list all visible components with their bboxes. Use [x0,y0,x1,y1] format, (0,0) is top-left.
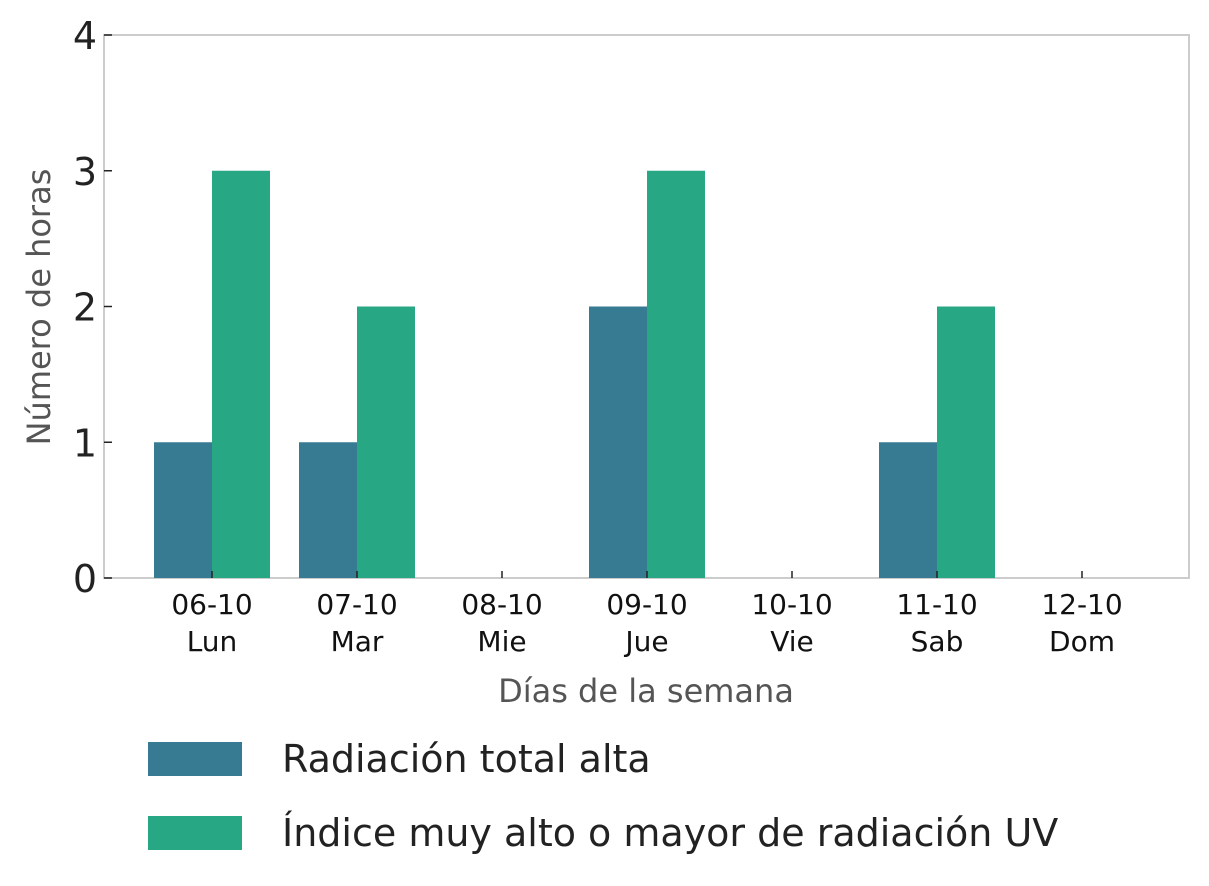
y-tick-label-1: 1 [73,421,97,465]
legend-label-1: Índice muy alto o mayor de radiación UV [282,811,1059,855]
x-tick-label-0-0: 06-10 [171,588,252,621]
x-tick-label-3-1: Jue [623,625,668,658]
legend-item-0: Radiación total alta [148,722,1058,796]
bar-s0-1 [299,442,357,578]
bar-chart: 06-10 Lun 07-10 Mar 08-10 Mie 09-10 Jue 10-10 Vie… [20,14,1190,710]
legend-swatch-1 [148,816,242,850]
y-tick-label-2: 2 [73,286,97,330]
bar-s0-3 [589,306,647,578]
y-tick-label-4: 4 [73,14,97,58]
x-tick-label-1-1: Mar [331,625,384,658]
bar-s1-0 [212,170,270,578]
y-axis-label: Número de horas [20,169,58,446]
x-tick-label-5-0: 11-10 [896,588,977,621]
legend-swatch-0 [148,742,242,776]
x-tick-label-6-1: Dom [1049,625,1115,658]
bar-s0-5 [879,442,937,578]
y-tick-label-0: 0 [73,557,97,601]
bar-s1-3 [647,170,705,578]
x-axis-label: Días de la semana [498,672,794,710]
x-tick-label-0-1: Lun [187,625,238,658]
y-ticks-group: 0 1 2 3 4 [73,14,112,601]
x-tick-label-2-1: Mie [477,625,526,658]
legend: Radiación total alta Índice muy alto o m… [148,722,1058,870]
x-ticks-group: 06-10 Lun 07-10 Mar 08-10 Mie 09-10 Jue 10-10 Vie… [171,571,1123,658]
bar-s0-0 [154,442,212,578]
x-tick-label-4-1: Vie [770,625,814,658]
y-tick-label-3: 3 [73,150,97,194]
bar-s1-1 [357,306,415,578]
x-tick-label-1-0: 07-10 [316,588,397,621]
x-tick-label-3-0: 09-10 [606,588,687,621]
legend-label-0: Radiación total alta [282,737,651,781]
bars-group [154,170,995,578]
legend-item-1: Índice muy alto o mayor de radiación UV [148,796,1058,870]
bar-s1-5 [937,306,995,578]
x-tick-label-4-0: 10-10 [751,588,832,621]
x-tick-label-6-0: 12-10 [1041,588,1122,621]
x-tick-label-2-0: 08-10 [461,588,542,621]
x-tick-label-5-1: Sab [911,625,964,658]
